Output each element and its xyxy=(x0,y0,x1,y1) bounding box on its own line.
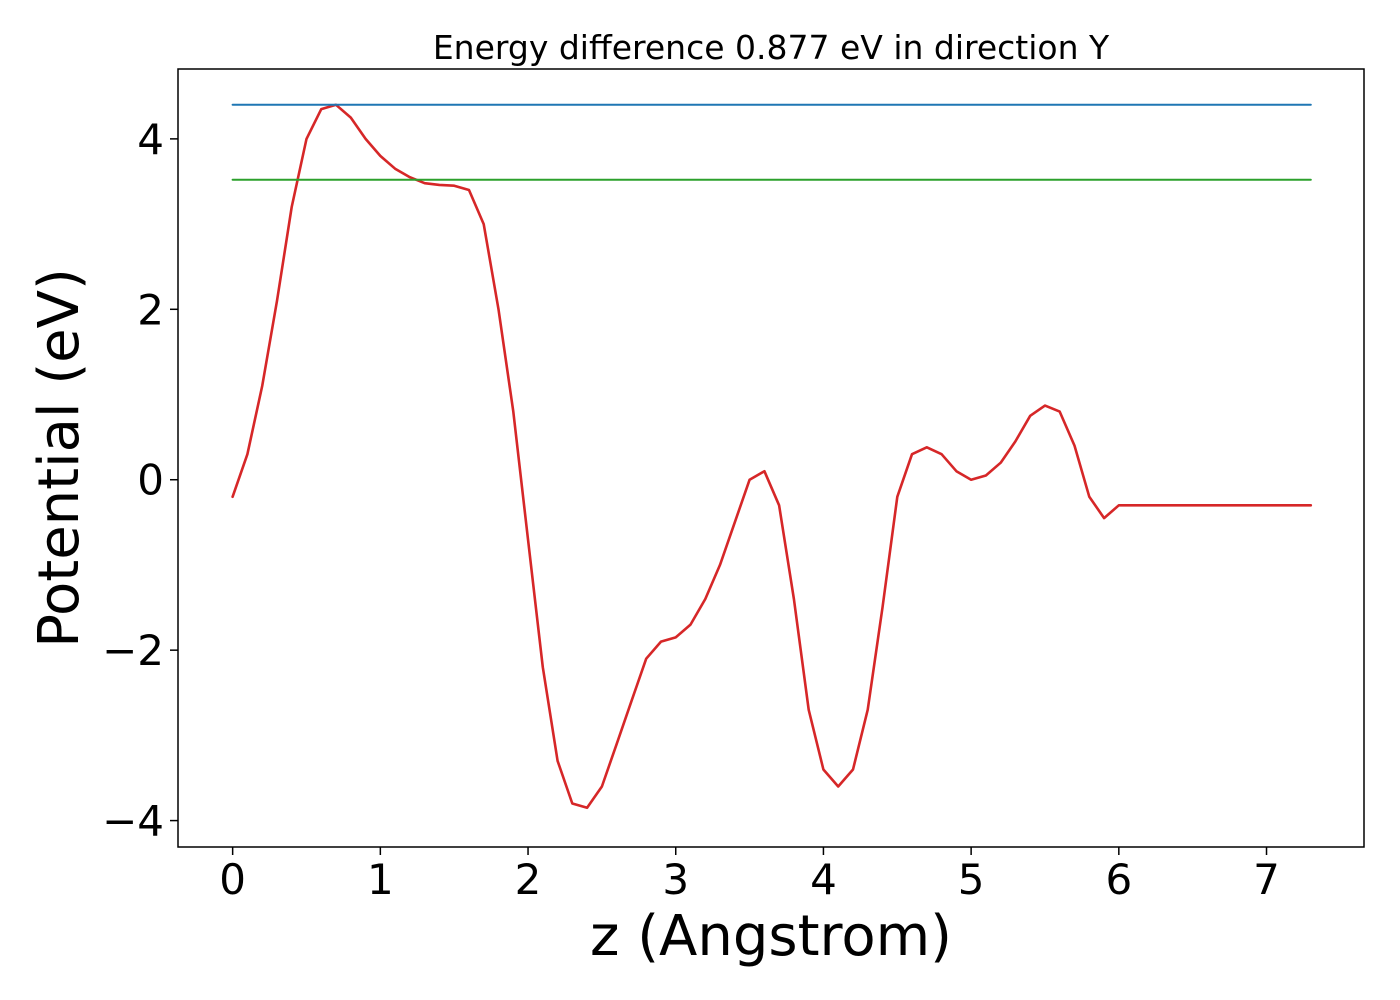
x-tick-label: 2 xyxy=(515,855,542,904)
series-layer xyxy=(231,103,1313,810)
x-tick-label: 4 xyxy=(810,855,837,904)
series-line-0 xyxy=(231,103,1313,810)
y-tick-label: 4 xyxy=(137,115,164,164)
x-tick-label: 6 xyxy=(1105,855,1132,904)
chart-title: Energy difference 0.877 eV in direction … xyxy=(433,28,1110,67)
plot-frame xyxy=(177,68,1365,848)
y-tick-label: 0 xyxy=(137,456,164,505)
y-axis-label: Potential (eV) xyxy=(27,268,92,648)
y-axis-ticks: −4 −2 0 2 4 xyxy=(102,115,178,846)
x-tick-label: 5 xyxy=(958,855,985,904)
x-tick-label: 1 xyxy=(367,855,394,904)
x-axis-label: z (Angstrom) xyxy=(590,904,952,969)
x-tick-label: 3 xyxy=(662,855,689,904)
x-axis-ticks: 0 1 2 3 4 5 6 7 xyxy=(219,847,1280,904)
x-tick-label: 0 xyxy=(219,855,246,904)
y-tick-label: −2 xyxy=(102,626,164,675)
y-tick-label: 2 xyxy=(137,285,164,334)
plot-area xyxy=(177,68,1365,848)
x-tick-label: 7 xyxy=(1253,855,1280,904)
y-tick-label: −4 xyxy=(102,797,164,846)
